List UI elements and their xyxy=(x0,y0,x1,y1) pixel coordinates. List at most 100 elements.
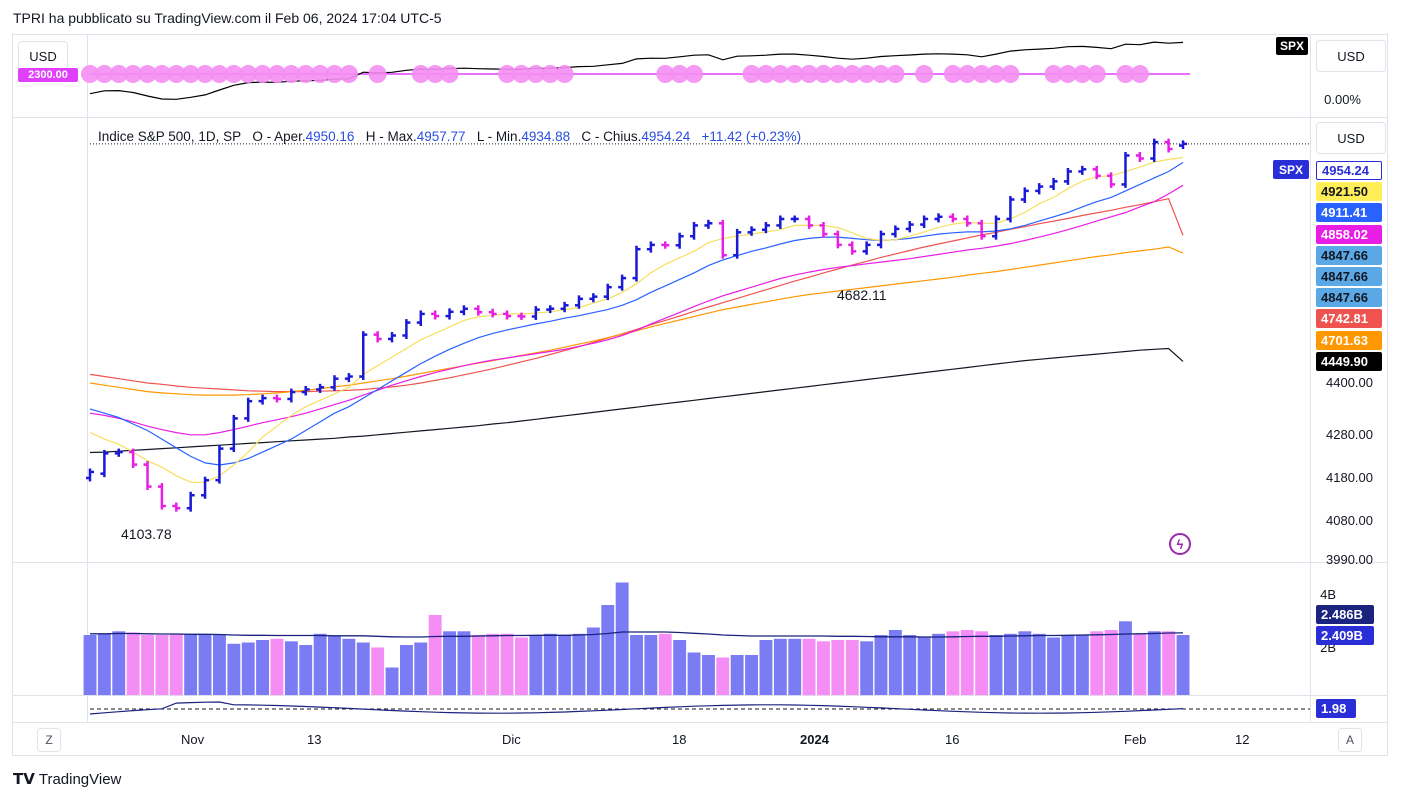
volume-bar xyxy=(471,635,485,695)
volume-bar xyxy=(946,631,960,696)
volume-bar xyxy=(716,657,730,695)
top-marker xyxy=(972,65,991,83)
volume-bar xyxy=(313,633,327,696)
tv-logo-icon: 𝗧𝗩 xyxy=(13,771,35,788)
x-label-feb: Feb xyxy=(1124,732,1147,747)
price-tag: 4911.41 xyxy=(1316,203,1382,223)
top-marker xyxy=(828,65,847,83)
sma-red-line xyxy=(89,198,1184,393)
volume-bar xyxy=(960,630,974,695)
volume-bar xyxy=(1133,633,1147,696)
volume-bar xyxy=(529,635,543,695)
pane-divider-volume[interactable] xyxy=(12,562,1388,563)
top-marker xyxy=(670,65,689,83)
volume-bar xyxy=(1162,631,1176,696)
volume-bar xyxy=(1075,635,1089,695)
price-tag: 4449.90 xyxy=(1316,351,1382,371)
price-tag: 4921.50 xyxy=(1316,182,1382,202)
volume-bar xyxy=(615,582,629,695)
legend-low: 4934.88 xyxy=(521,129,571,144)
top-marker xyxy=(814,65,833,83)
x-label-13: 13 xyxy=(307,732,322,747)
volume-bar xyxy=(213,635,226,695)
volume-bar xyxy=(831,640,845,695)
volume-bar xyxy=(486,633,500,696)
top-marker xyxy=(943,65,962,83)
top-marker xyxy=(138,65,157,83)
currency-button-top-right[interactable]: USD xyxy=(1316,40,1386,72)
currency-button-top-left[interactable]: USD xyxy=(18,41,68,71)
volume-bar xyxy=(932,633,945,696)
y-tick-label: 4180.00 xyxy=(1326,469,1373,485)
volume-bar xyxy=(1147,631,1161,696)
top-marker xyxy=(872,65,890,83)
volume-bar xyxy=(515,637,528,695)
lightning-icon[interactable]: ϟ xyxy=(1169,533,1191,555)
volume-bar xyxy=(702,655,715,695)
volume-bar xyxy=(572,633,586,696)
volume-bar xyxy=(802,638,816,696)
y-tick-label: 4080.00 xyxy=(1326,513,1373,529)
x-label-dic: Dic xyxy=(502,732,521,747)
tradingview-logo[interactable]: 𝗧𝗩 TradingView xyxy=(13,770,121,789)
price-tag: 4847.66 xyxy=(1316,245,1382,265)
top-marker xyxy=(526,65,545,83)
price-tag: 4954.24 xyxy=(1316,161,1382,180)
volume-bar xyxy=(975,631,989,696)
volume-bar xyxy=(1119,621,1132,696)
top-marker xyxy=(987,65,1005,83)
right-axis-divider xyxy=(1310,34,1311,722)
volume-bar xyxy=(586,627,600,695)
x-label-nov: Nov xyxy=(181,732,205,747)
low-annotation: 4103.78 xyxy=(121,526,172,542)
pane-divider-bottom[interactable] xyxy=(12,695,1388,696)
volume-bar xyxy=(644,635,658,695)
volume-bar xyxy=(558,635,572,695)
sma-black-line xyxy=(89,347,1184,454)
legend-change: +11.42 (+0.23%) xyxy=(701,129,802,144)
ohlc-legend: Indice S&P 500, 1D, SP O - Aper.4950.16 … xyxy=(98,129,801,144)
volume-bar xyxy=(989,635,1003,695)
volume-bar xyxy=(126,632,140,695)
top-marker xyxy=(771,65,790,83)
currency-button-main[interactable]: USD xyxy=(1316,122,1386,154)
top-marker xyxy=(368,65,387,83)
price-symbol-tag: SPX xyxy=(1273,160,1309,179)
volume-bar xyxy=(83,635,97,695)
top-marker xyxy=(81,65,99,83)
volume-axis-4b: 4B xyxy=(1320,587,1336,602)
legend-name: Indice S&P 500, 1D, SP xyxy=(98,129,242,144)
chart-frame xyxy=(12,34,1388,756)
z-button[interactable]: Z xyxy=(37,728,61,752)
volume-bar xyxy=(457,631,471,696)
top-marker xyxy=(282,65,301,83)
price-tag: 4742.81 xyxy=(1316,309,1382,329)
top-marker xyxy=(167,65,186,83)
volume-bar xyxy=(730,655,744,695)
price-tag: 4847.66 xyxy=(1316,267,1382,286)
volume-bar xyxy=(1090,631,1104,696)
volume-bar xyxy=(845,640,859,695)
indicator-line xyxy=(89,701,1184,715)
volume-bar xyxy=(1032,633,1046,696)
top-marker xyxy=(1087,65,1106,83)
legend-open-label: O - Aper. xyxy=(252,129,306,144)
top-marker xyxy=(756,65,775,83)
volume-bar xyxy=(356,642,370,695)
top-marker xyxy=(253,65,272,83)
volume-bar xyxy=(141,635,154,695)
top-marker xyxy=(124,65,143,83)
auto-scale-button[interactable]: A xyxy=(1338,728,1362,752)
top-marker xyxy=(742,65,761,83)
top-marker xyxy=(181,65,200,83)
volume-bar xyxy=(817,641,830,696)
volume-bar xyxy=(1061,635,1075,695)
left-axis-divider xyxy=(87,34,88,722)
indicator-tag: 1.98 xyxy=(1316,699,1356,718)
volume-bar xyxy=(342,638,356,696)
top-marker xyxy=(196,65,215,83)
top-marker xyxy=(1058,65,1077,83)
volume-bar xyxy=(155,635,169,695)
pane-divider-top[interactable] xyxy=(12,117,1388,118)
